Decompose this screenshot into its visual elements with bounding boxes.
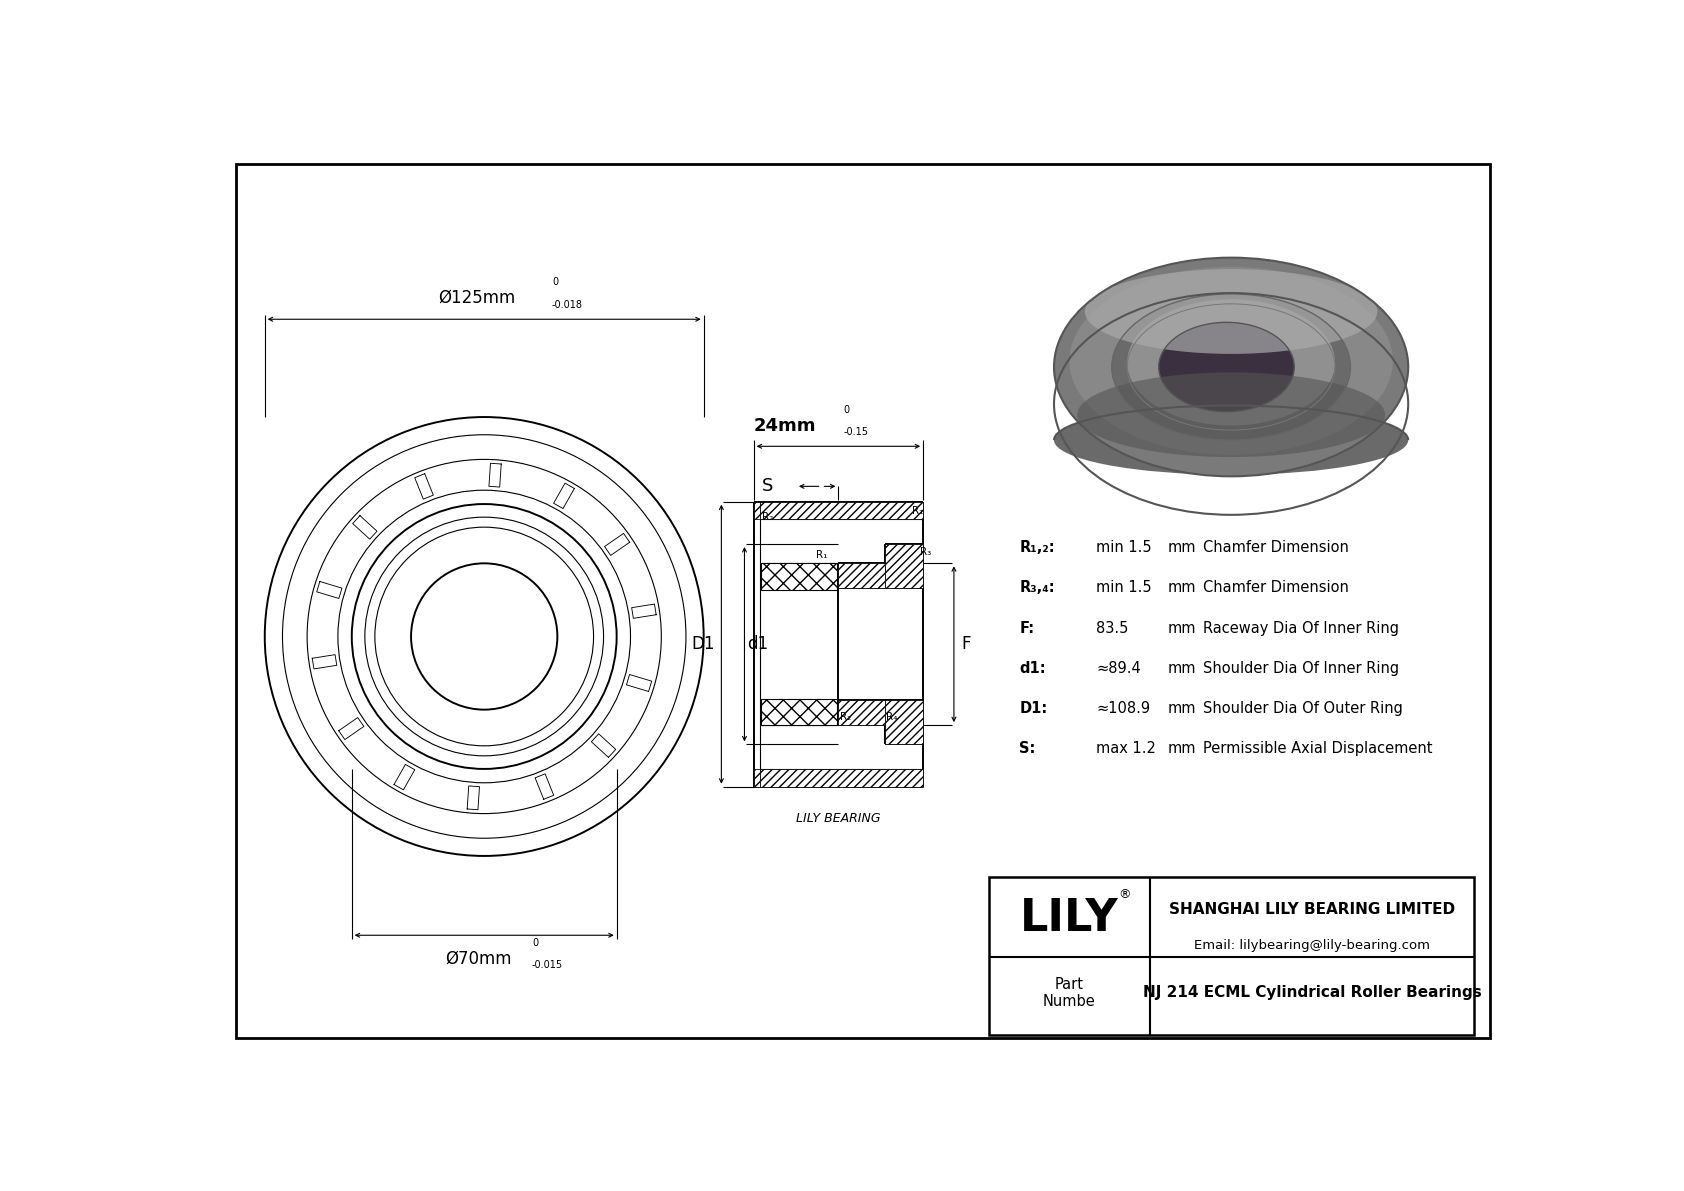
Text: F: F [962,635,972,653]
Ellipse shape [1111,294,1351,441]
Bar [884,544,923,588]
Bar [754,501,759,519]
Text: Shoulder Dia Of Inner Ring: Shoulder Dia Of Inner Ring [1202,661,1399,675]
Text: R₃,₄:: R₃,₄: [1019,580,1054,596]
Text: Email: lilybearing@lily-bearing.com: Email: lilybearing@lily-bearing.com [1194,939,1430,952]
Ellipse shape [1054,257,1408,476]
Text: D1: D1 [692,635,716,653]
Text: R₃: R₃ [919,547,931,557]
Ellipse shape [1069,267,1393,455]
Text: mm: mm [1167,700,1196,716]
Text: Shoulder Dia Of Outer Ring: Shoulder Dia Of Outer Ring [1202,700,1403,716]
Ellipse shape [1054,405,1408,475]
Bar [759,769,923,786]
Text: LILY: LILY [1021,897,1118,940]
Text: max 1.2: max 1.2 [1096,741,1157,755]
Text: NJ 214 ECML Cylindrical Roller Bearings: NJ 214 ECML Cylindrical Roller Bearings [1142,985,1482,1000]
Text: 0: 0 [844,405,850,416]
Ellipse shape [1078,373,1386,457]
Bar [839,563,884,588]
Bar [989,878,1474,1035]
Text: min 1.5: min 1.5 [1096,541,1152,555]
Text: 0: 0 [552,278,557,287]
Text: Chamfer Dimension: Chamfer Dimension [1202,541,1349,555]
Text: SHANGHAI LILY BEARING LIMITED: SHANGHAI LILY BEARING LIMITED [1169,902,1455,917]
Text: -0.018: -0.018 [552,300,583,311]
Text: R₁: R₁ [817,550,827,560]
Text: R₄: R₄ [886,712,898,722]
Text: -0.15: -0.15 [844,428,869,437]
Text: Part
Numbe: Part Numbe [1042,977,1096,1009]
Text: 0: 0 [532,939,539,948]
Text: R₁: R₁ [913,506,925,516]
Text: mm: mm [1167,580,1196,596]
Text: F:: F: [1019,621,1034,636]
Bar [839,700,884,725]
Text: Ø70mm: Ø70mm [446,949,512,967]
Bar [754,769,759,786]
Text: Permissible Axial Displacement: Permissible Axial Displacement [1202,741,1431,755]
Bar [761,699,837,725]
Text: mm: mm [1167,541,1196,555]
Text: mm: mm [1167,661,1196,675]
Text: Chamfer Dimension: Chamfer Dimension [1202,580,1349,596]
Text: Ø125mm: Ø125mm [438,288,515,307]
Ellipse shape [1084,269,1378,354]
Text: S: S [761,476,773,494]
Text: Raceway Dia Of Inner Ring: Raceway Dia Of Inner Ring [1202,621,1399,636]
Text: S:: S: [1019,741,1036,755]
Text: R₂: R₂ [763,512,773,522]
Text: R₂: R₂ [840,712,850,722]
Text: ≈108.9: ≈108.9 [1096,700,1150,716]
Bar [761,563,837,590]
Ellipse shape [1127,299,1335,425]
Text: mm: mm [1167,741,1196,755]
Text: d1:: d1: [1019,661,1046,675]
Text: 83.5: 83.5 [1096,621,1128,636]
Bar [884,700,923,744]
Text: 24mm: 24mm [754,417,817,435]
Text: d1: d1 [748,635,768,653]
Text: min 1.5: min 1.5 [1096,580,1152,596]
Text: ≈89.4: ≈89.4 [1096,661,1142,675]
Text: R₁,₂:: R₁,₂: [1019,541,1054,555]
Text: mm: mm [1167,621,1196,636]
Bar [759,501,923,519]
Ellipse shape [1159,323,1295,412]
Text: -0.015: -0.015 [532,960,562,969]
Text: LILY BEARING: LILY BEARING [797,812,881,825]
Text: D1:: D1: [1019,700,1047,716]
Text: ®: ® [1118,888,1132,902]
